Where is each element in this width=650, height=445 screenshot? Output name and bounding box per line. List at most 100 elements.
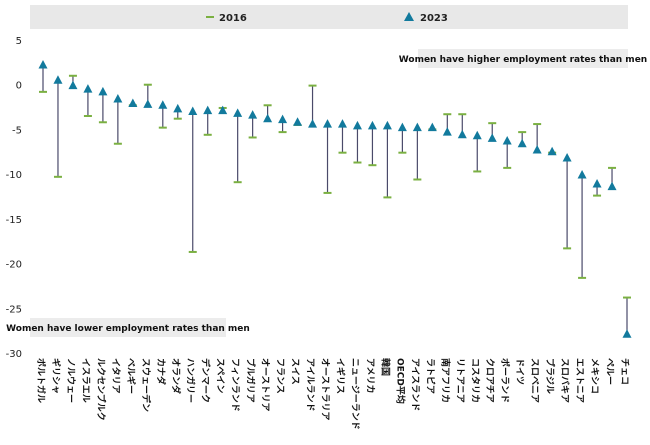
y-tick-label: -25: [6, 304, 22, 315]
x-tick-label: ポーランド: [499, 358, 511, 403]
x-tick-label: ベルギー: [125, 358, 137, 394]
marker-2023: [83, 84, 93, 93]
x-tick-label: デンマーク: [200, 358, 212, 403]
marker-2023: [278, 114, 288, 124]
x-tick-label: チェコ: [619, 358, 630, 385]
plot-area: [38, 60, 632, 338]
x-tick-label: アメリカ: [364, 358, 375, 394]
x-tick-label: クロアチア: [484, 358, 495, 403]
x-tick-label: ギリシャ: [50, 358, 62, 394]
x-tick-label: イギリス: [334, 358, 346, 394]
x-tick-label: ドイツ: [514, 358, 525, 385]
marker-2023: [367, 120, 377, 130]
x-tick-label: フランス: [275, 358, 286, 394]
marker-2023: [188, 106, 198, 116]
marker-2023: [158, 100, 168, 109]
marker-2023: [352, 120, 362, 130]
marker-2023: [562, 153, 572, 162]
y-tick-label: 0: [16, 81, 22, 92]
marker-2023: [532, 144, 542, 154]
marker-2023: [622, 329, 632, 338]
marker-2023: [53, 75, 63, 84]
marker-2023: [38, 60, 48, 69]
marker-2023: [577, 170, 587, 179]
annotations: Women have higher employment rates than …: [6, 49, 647, 337]
marker-2023: [128, 98, 138, 107]
marker-2023: [263, 113, 273, 123]
marker-2023: [293, 117, 303, 126]
x-tick-label: OECD平均: [394, 358, 406, 404]
x-tick-label: ノルウェー: [65, 358, 76, 403]
marker-2023: [98, 86, 108, 96]
marker-2023: [337, 119, 347, 128]
x-tick-label: コスタリカ: [469, 358, 481, 403]
marker-2023: [203, 105, 213, 115]
marker-2023: [592, 178, 602, 188]
marker-2023: [607, 181, 617, 191]
x-tick-label: ブルガリア: [245, 358, 257, 403]
legend-2016-label: 2016: [219, 13, 247, 24]
x-tick-label: フィンランド: [230, 358, 241, 412]
x-tick-label: ハンガリー: [185, 358, 197, 403]
x-tick-label: スウェーデン: [140, 358, 152, 412]
x-tick-label: 南アフリカ: [439, 358, 451, 403]
x-tick-label: イタリア: [110, 358, 122, 394]
x-tick-label: カナダ: [155, 358, 167, 385]
legend-bar: [30, 5, 628, 29]
x-tick-label: ラトビア: [424, 358, 436, 394]
x-tick-label: アイスランド: [409, 358, 420, 411]
legend-2023-label: 2023: [420, 13, 448, 24]
annotation-bottom-box: [30, 318, 226, 337]
marker-2023: [412, 122, 422, 132]
marker-2023: [113, 94, 123, 103]
marker-2023: [487, 133, 497, 142]
y-tick-label: -5: [12, 125, 22, 136]
marker-2023: [502, 136, 512, 145]
x-tick-label: ペルー: [604, 358, 615, 385]
y-tick-label: -20: [6, 260, 22, 271]
marker-2023: [472, 130, 482, 140]
legend-2023-marker: [404, 12, 414, 21]
x-tick-label: イスラエル: [80, 358, 91, 403]
x-tick-label: メキシコ: [589, 358, 600, 394]
marker-2023: [517, 138, 527, 148]
y-tick-label: -15: [6, 215, 22, 226]
x-tick-label: ルクセンブルク: [95, 358, 107, 421]
annotation-bottom: Women have lower employment rates than m…: [6, 324, 250, 334]
marker-2023: [427, 122, 437, 132]
x-tick-label: オランダ: [170, 358, 182, 394]
x-tick-label: エストニア: [574, 358, 585, 403]
marker-2023: [68, 80, 78, 90]
marker-2023: [457, 129, 467, 139]
marker-2023: [397, 122, 407, 132]
x-tick-label: オーストラリア: [320, 358, 331, 421]
marker-2023: [308, 119, 318, 128]
x-tick-label: スペイン: [215, 358, 226, 393]
annotation-top: Women have higher employment rates than …: [399, 55, 647, 65]
marker-2023: [218, 105, 228, 115]
x-tick-label: アイルランド: [305, 358, 316, 412]
x-tick-label: スロベニア: [529, 358, 540, 403]
x-tick-label: スロバキア: [559, 358, 570, 403]
marker-2023: [248, 110, 258, 119]
legend: 2016 2023: [206, 12, 448, 24]
x-tick-label: ブラジル: [544, 358, 556, 394]
marker-2023: [547, 146, 557, 156]
y-tick-label: 5: [16, 36, 22, 47]
marker-2023: [143, 99, 153, 108]
marker-2023: [233, 108, 243, 117]
y-axis: 5 0 -5 -10 -15 -20 -25 -30: [6, 36, 22, 360]
y-tick-label: -30: [6, 349, 22, 360]
marker-2023: [173, 103, 183, 113]
x-axis: ポルトガル ギリシャ ノルウェー イスラエル ルクセンブルク イタリア ベルギー スウェーデン…: [35, 358, 630, 430]
marker-2023: [382, 120, 392, 130]
x-tick-label: ポルトガル: [35, 358, 47, 403]
x-tick-label: スイス: [290, 358, 301, 385]
x-tick-label: オーストリア: [260, 358, 271, 412]
x-tick-label: ニュージーランド: [349, 358, 360, 430]
x-tick-label: 韓国: [379, 358, 391, 376]
annotation-top-box: [418, 49, 628, 68]
marker-2023: [442, 127, 452, 136]
x-tick-label: リトアニア: [454, 358, 465, 403]
